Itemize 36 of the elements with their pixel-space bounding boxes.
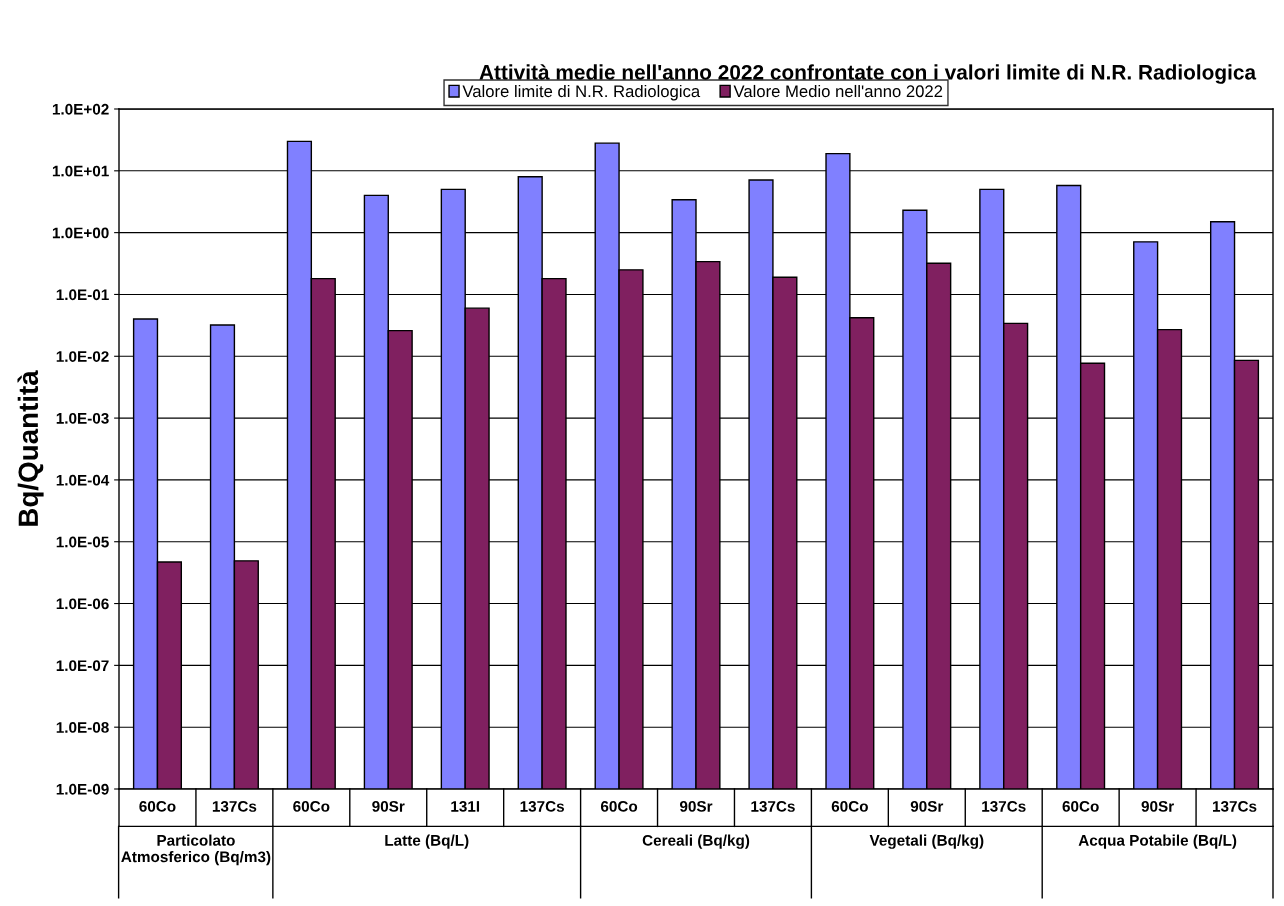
x-tick-label: 60Co xyxy=(139,800,176,812)
y-tick-label: 1.0E-07 xyxy=(56,660,109,672)
x-tick-label: 137Cs xyxy=(751,800,795,812)
y-tick-label: 1.0E-08 xyxy=(56,722,109,733)
text: Acqua Potabile (Bq/L) xyxy=(1078,834,1237,849)
x-tick-label: 90Sr xyxy=(372,800,405,812)
y-tick-label: 1.0E-05 xyxy=(56,536,109,548)
x-tick-label: 137Cs xyxy=(982,800,1026,812)
y-tick-label: 1.0E+01 xyxy=(52,165,109,177)
text: Vegetali (Bq/kg) xyxy=(869,834,984,849)
y-tick-label: 1.0E-09 xyxy=(56,783,109,795)
x-tick-label: 60Co xyxy=(831,800,868,812)
x-tick-label: 90Sr xyxy=(1141,800,1174,812)
y-tick-label: 1.0E+02 xyxy=(52,103,109,115)
x-tick-label: 60Co xyxy=(1062,800,1099,812)
y-tick-label: 1.0E-02 xyxy=(56,351,109,362)
y-tick-label: 1.0E-01 xyxy=(56,289,109,301)
x-tick-label: 90Sr xyxy=(679,800,713,812)
x-tick-label: 137Cs xyxy=(1212,800,1257,812)
text: Cereali (Bq/kg) xyxy=(642,834,750,849)
y-tick-label: 1.0E+00 xyxy=(52,227,109,239)
x-tick-label: 137Cs xyxy=(520,800,565,812)
x-tick-label: 60Co xyxy=(600,800,638,812)
y-tick-label: 1.0E-03 xyxy=(56,412,109,424)
y-axis-title: Bq/Quantità xyxy=(17,370,44,526)
y-tick-label: 1.0E-06 xyxy=(56,598,109,610)
text: Particolato Atmosferico (Bq/m3) xyxy=(121,834,271,866)
x-tick-label: 131I xyxy=(451,800,480,812)
y-tick-label: 1.0E-04 xyxy=(56,474,110,486)
x-tick-label: 137Cs xyxy=(212,800,257,812)
x-tick-label: 90Sr xyxy=(910,800,944,812)
text: Latte (Bq/L) xyxy=(385,834,469,849)
legend-label: Valore Medio nell'anno 2022 xyxy=(733,84,943,98)
legend-label: Valore limite di N.R. Radiologica xyxy=(462,84,701,101)
chart-title: Attività medie nell'anno 2022 confrontate con i valori limite di N.R. Radiologica xyxy=(479,64,1257,84)
x-tick-label: 60Co xyxy=(293,800,330,812)
